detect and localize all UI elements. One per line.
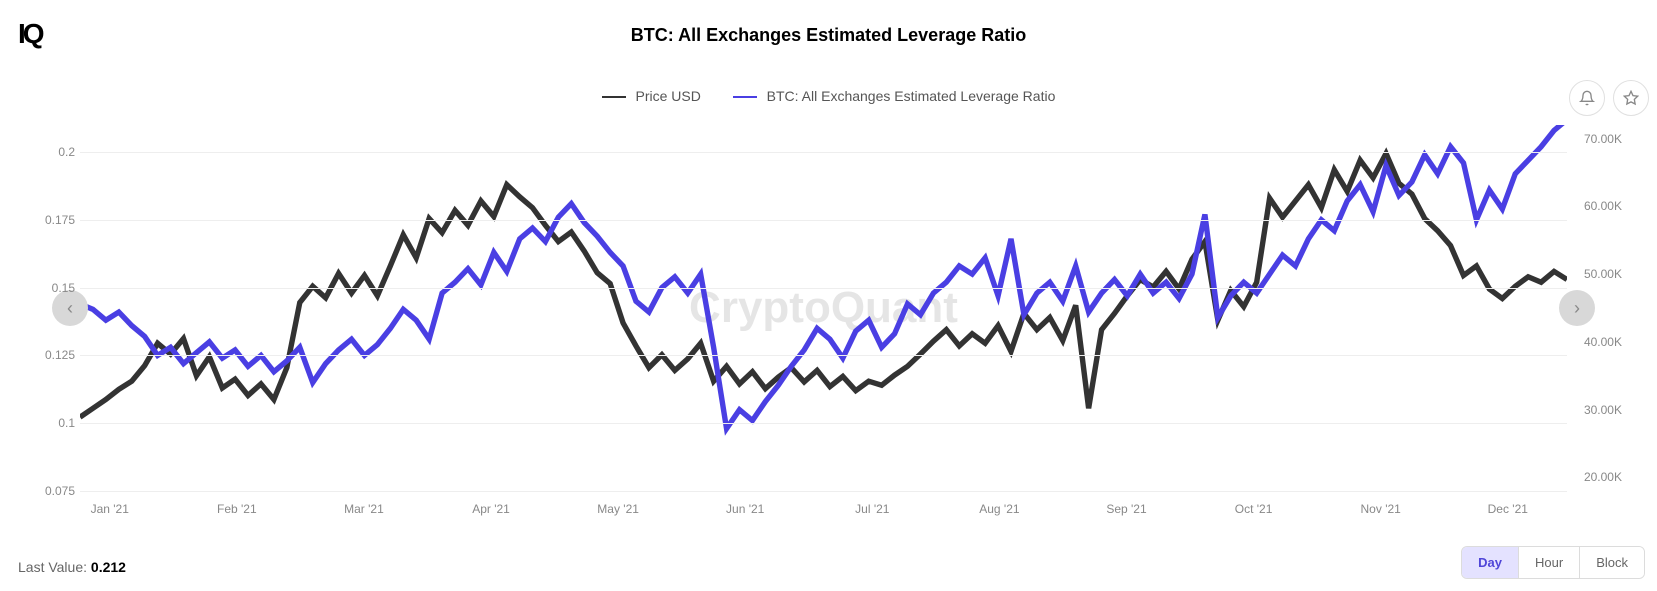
y-right-tick: 40.00K <box>1584 335 1622 349</box>
y-left-tick: 0.15 <box>35 281 75 295</box>
x-tick: Jan '21 <box>91 502 129 516</box>
last-value: Last Value: 0.212 <box>18 559 126 575</box>
y-left-tick: 0.125 <box>35 348 75 362</box>
x-tick: Jul '21 <box>855 502 889 516</box>
x-tick: Aug '21 <box>979 502 1019 516</box>
grid-line <box>80 491 1567 492</box>
y-right-tick: 30.00K <box>1584 403 1622 417</box>
x-tick: Oct '21 <box>1235 502 1273 516</box>
y-left-tick: 0.075 <box>35 484 75 498</box>
y-right-tick: 70.00K <box>1584 132 1622 146</box>
time-btn-block[interactable]: Block <box>1580 547 1644 578</box>
legend-label: BTC: All Exchanges Estimated Leverage Ra… <box>767 88 1056 104</box>
legend-item: Price USD <box>602 88 701 104</box>
grid-line <box>80 220 1567 221</box>
chart-area: CryptoQuant ‹ › 0.0750.10.1250.150.1750.… <box>80 125 1567 491</box>
y-right-tick: 20.00K <box>1584 470 1622 484</box>
x-tick: Mar '21 <box>344 502 384 516</box>
grid-line <box>80 152 1567 153</box>
legend-swatch-price <box>602 96 626 98</box>
y-left-tick: 0.175 <box>35 213 75 227</box>
legend-label: Price USD <box>636 88 701 104</box>
x-tick: Apr '21 <box>472 502 510 516</box>
grid-line <box>80 355 1567 356</box>
y-right-tick: 60.00K <box>1584 199 1622 213</box>
time-btn-day[interactable]: Day <box>1462 547 1519 578</box>
series-price_usd <box>80 153 1567 417</box>
x-tick: Sep '21 <box>1106 502 1146 516</box>
y-left-tick: 0.1 <box>35 416 75 430</box>
legend-swatch-ratio <box>733 96 757 98</box>
x-tick: Nov '21 <box>1361 502 1401 516</box>
chart-svg <box>80 125 1567 491</box>
time-btn-hour[interactable]: Hour <box>1519 547 1580 578</box>
star-icon[interactable] <box>1613 80 1649 116</box>
grid-line <box>80 288 1567 289</box>
y-right-tick: 50.00K <box>1584 267 1622 281</box>
x-tick: Jun '21 <box>726 502 764 516</box>
time-range-buttons: DayHourBlock <box>1461 546 1645 579</box>
x-tick: Dec '21 <box>1488 502 1528 516</box>
legend: Price USD BTC: All Exchanges Estimated L… <box>0 88 1657 104</box>
notification-icon[interactable] <box>1569 80 1605 116</box>
x-tick: Feb '21 <box>217 502 257 516</box>
series-leverage_ratio <box>80 125 1567 429</box>
nav-prev-button[interactable]: ‹ <box>52 290 88 326</box>
legend-item: BTC: All Exchanges Estimated Leverage Ra… <box>733 88 1056 104</box>
x-tick: May '21 <box>597 502 639 516</box>
y-left-tick: 0.2 <box>35 145 75 159</box>
nav-next-button[interactable]: › <box>1559 290 1595 326</box>
grid-line <box>80 423 1567 424</box>
chart-title: BTC: All Exchanges Estimated Leverage Ra… <box>0 25 1657 46</box>
